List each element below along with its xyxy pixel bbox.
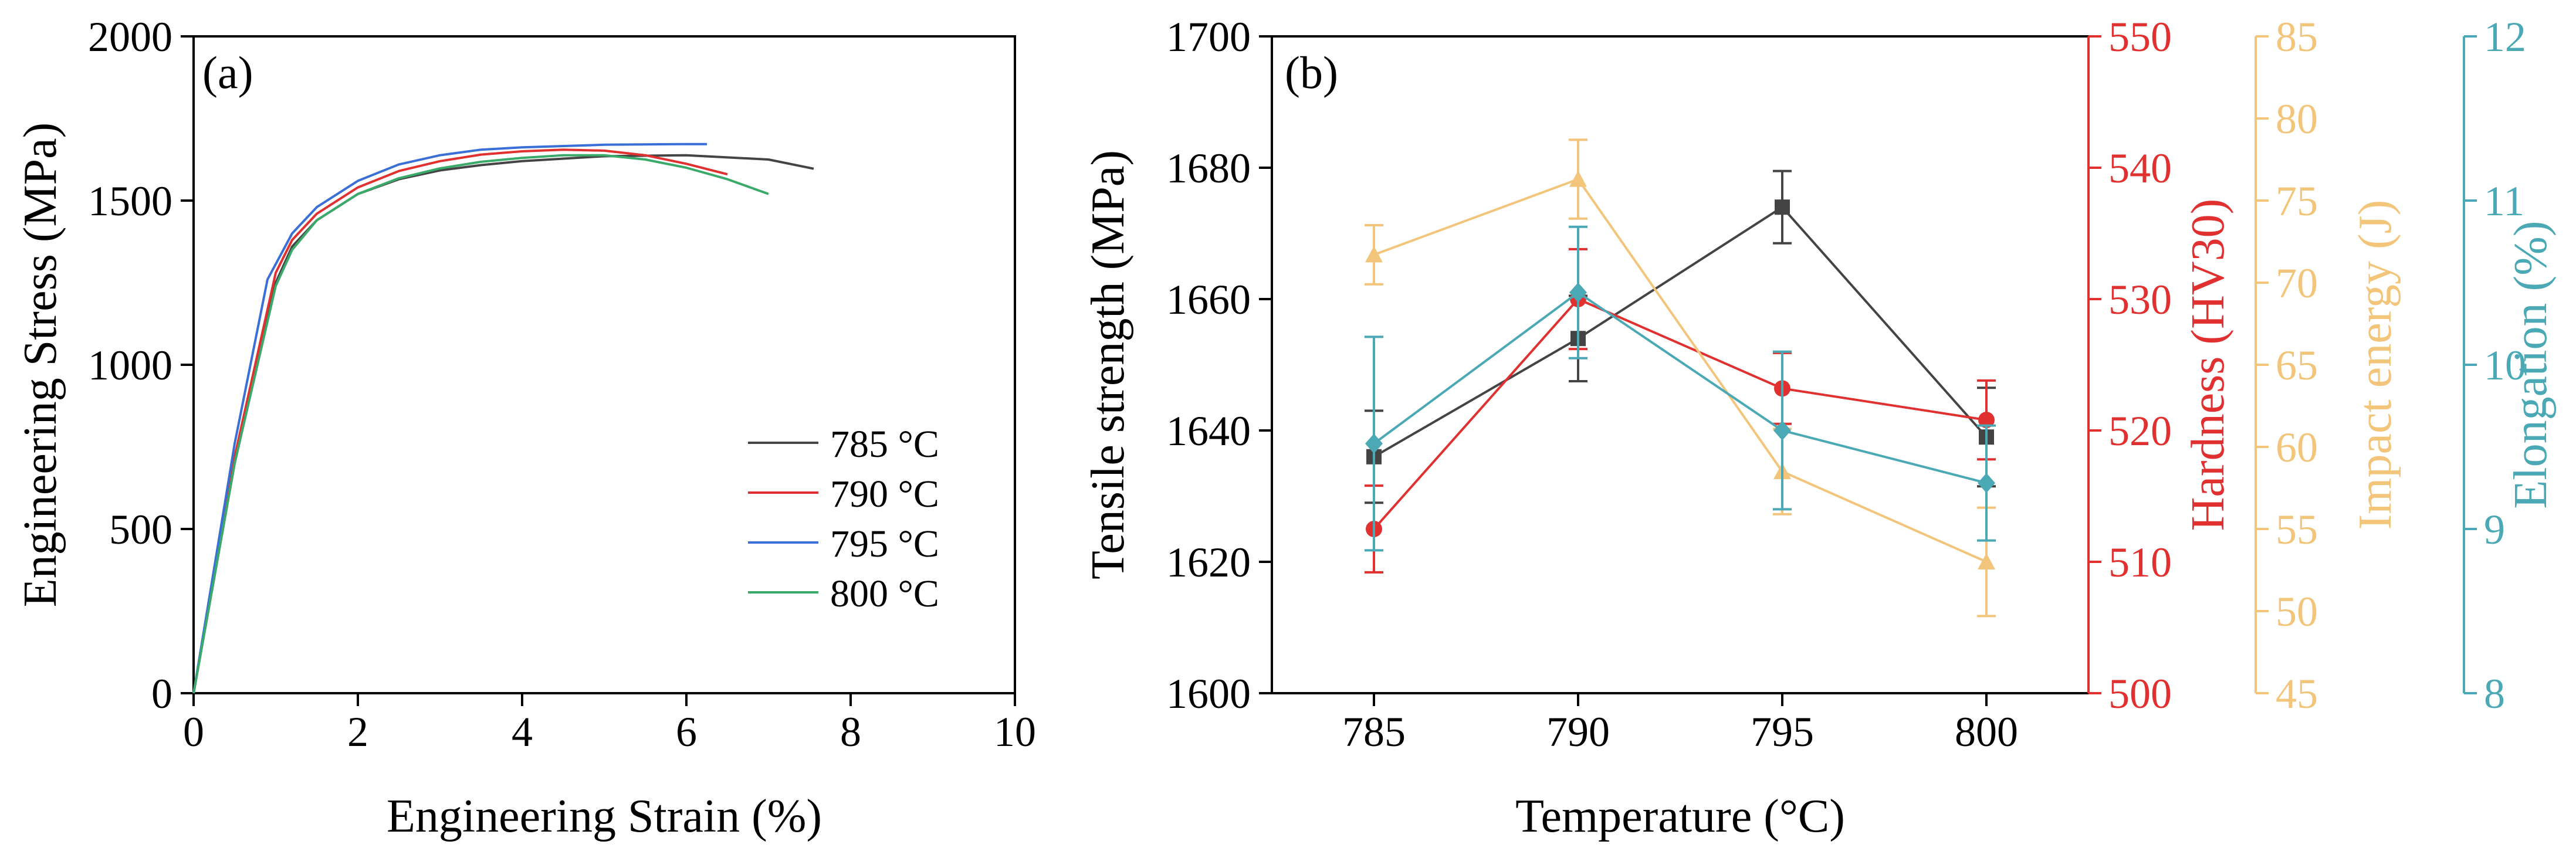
curve-795 <box>192 143 707 694</box>
marker-elongation <box>1569 282 1587 303</box>
y-tick-label-tensile-strength: 1620 <box>1166 539 1251 586</box>
y-tick-label-impact-energy: 85 <box>2276 13 2318 60</box>
y-tick-label-tensile-strength: 1660 <box>1166 276 1251 323</box>
x-tick-label-b: 785 <box>1342 708 1406 755</box>
y-tick-label-hardness: 510 <box>2108 539 2172 586</box>
x-tick-label-a: 8 <box>840 708 861 755</box>
series-line-hardness <box>1373 297 1987 530</box>
marker-impact-energy <box>1569 170 1587 187</box>
x-tick-label-a: 10 <box>994 708 1036 755</box>
y-tick-label-impact-energy: 80 <box>2276 96 2318 143</box>
y-tick-label-a: 1500 <box>88 178 172 225</box>
y-tick-label-impact-energy: 45 <box>2276 670 2318 717</box>
y-tick-label-elongation: 9 <box>2484 506 2505 553</box>
y-tick-label-hardness: 500 <box>2108 670 2172 717</box>
legend-label-790: 790 °C <box>830 473 939 516</box>
y-tick-label-elongation: 10 <box>2484 342 2526 389</box>
panel-label-b: (b) <box>1285 47 1338 98</box>
panel-b: 785 790 795 800 Temperature (°C) (b) 1600 1620 1… <box>1082 13 2557 842</box>
y-tick-label-impact-energy: 60 <box>2276 424 2318 471</box>
plot-frame-b <box>1271 35 2090 694</box>
y-tick-label-tensile-strength: 1640 <box>1166 408 1251 455</box>
legend-label-785: 785 °C <box>830 423 939 466</box>
y-axis-label-impact-energy: Impact energy (J) <box>2350 200 2401 530</box>
y-tick-label-tensile-strength: 1600 <box>1166 670 1251 717</box>
marker-tensile-strength <box>1775 199 1790 215</box>
y-axis-label-elongation: Elongation (%) <box>2505 221 2557 509</box>
x-axis-label-b: Temperature (°C) <box>1515 791 1845 842</box>
marker-elongation <box>1978 473 1995 493</box>
x-tick-label-b: 790 <box>1546 708 1610 755</box>
x-tick-label-b: 800 <box>1955 708 2018 755</box>
y-tick-label-hardness: 540 <box>2108 145 2172 192</box>
marker-hardness <box>1978 412 1995 429</box>
x-tick-label-a: 6 <box>676 708 697 755</box>
y-tick-label-a: 1000 <box>88 342 172 389</box>
x-tick-label-a: 0 <box>183 708 204 755</box>
y-axis-label-hardness: Hardness (HV30) <box>2182 199 2234 531</box>
y-tick-label-impact-energy: 75 <box>2276 178 2318 225</box>
curve-800 <box>192 154 769 694</box>
y-tick-label-a: 2000 <box>88 13 172 60</box>
y-tick-label-impact-energy: 65 <box>2276 342 2318 389</box>
y-axis-label-a: Engineering Stress (MPa) <box>15 123 66 608</box>
y-tick-label-impact-energy: 50 <box>2276 588 2318 635</box>
curve-790 <box>192 148 728 694</box>
y-tick-label-tensile-strength: 1700 <box>1166 13 1251 60</box>
y-tick-label-impact-energy: 70 <box>2276 260 2318 307</box>
panel-a: 0 2 4 6 8 10 0 500 1000 1500 2000 Engineering Strai… <box>15 13 1036 842</box>
y-tick-label-hardness: 520 <box>2108 408 2172 455</box>
y-tick-label-elongation: 8 <box>2484 670 2505 717</box>
y-tick-label-a: 500 <box>109 506 172 553</box>
series-line-elongation <box>1373 291 1987 484</box>
marker-elongation <box>1365 433 1383 454</box>
y-tick-label-tensile-strength: 1680 <box>1166 145 1251 192</box>
y-tick-label-hardness: 530 <box>2108 276 2172 323</box>
y-tick-label-elongation: 11 <box>2484 178 2524 225</box>
marker-elongation <box>1773 420 1791 440</box>
x-axis-label-a: Engineering Strain (%) <box>387 791 822 842</box>
y-tick-label-elongation: 12 <box>2484 13 2526 60</box>
series-line-tensile-strength <box>1373 205 1988 458</box>
legend-label-800: 800 °C <box>830 572 939 615</box>
panel-label-a: (a) <box>202 47 253 98</box>
series-line-impact-energy <box>1373 178 1987 563</box>
y-tick-label-impact-energy: 55 <box>2276 506 2318 553</box>
y-tick-label-a: 0 <box>151 670 172 717</box>
x-tick-label-b: 795 <box>1751 708 1814 755</box>
x-tick-label-a: 2 <box>347 708 368 755</box>
y-tick-label-hardness: 550 <box>2108 13 2172 60</box>
curve-785 <box>192 154 814 694</box>
marker-impact-energy <box>1978 553 1995 569</box>
y-axis-label-tensile-strength: Tensile strength (MPa) <box>1082 150 1134 579</box>
legend-label-795: 795 °C <box>830 523 939 565</box>
x-tick-label-a: 4 <box>512 708 533 755</box>
marker-impact-energy <box>1365 246 1383 263</box>
